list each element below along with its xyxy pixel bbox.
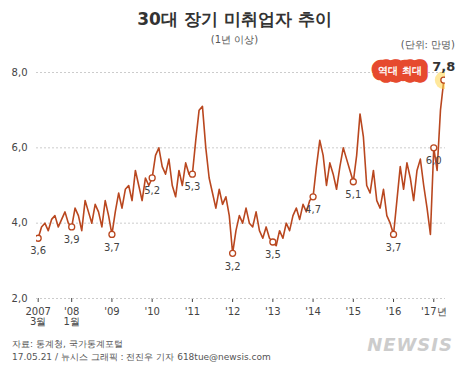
svg-text:'081월: '081월 — [64, 306, 80, 327]
html-text:자료: 통계청, 국가통계포털: 자료: 통계청, 국가통계포털 — [12, 339, 123, 349]
svg-text:'16: '16 — [386, 306, 401, 317]
svg-text:8,0: 8,0 — [12, 67, 28, 78]
svg-text:'14: '14 — [305, 306, 320, 317]
svg-text:'17년: '17년 — [421, 306, 446, 317]
svg-text:3,7: 3,7 — [104, 242, 120, 253]
svg-text:3,6: 3,6 — [30, 245, 46, 256]
svg-text:3,2: 3,2 — [225, 261, 241, 272]
svg-text:5,2: 5,2 — [144, 185, 160, 196]
svg-text:6,0: 6,0 — [426, 155, 442, 166]
svg-text:4,0: 4,0 — [12, 217, 28, 228]
svg-text:'11: '11 — [185, 306, 200, 317]
html-text:30대 장기 미취업자 추이: 30대 장기 미취업자 추이 — [137, 9, 332, 29]
svg-text:20073월: 20073월 — [25, 306, 50, 327]
svg-text:2,0: 2,0 — [12, 293, 28, 304]
html-text:NEWSIS: NEWSIS — [367, 334, 453, 355]
svg-text:5,3: 5,3 — [184, 181, 200, 192]
svg-text:3,9: 3,9 — [64, 234, 80, 245]
html-text:(단위: 만명): (단위: 만명) — [400, 39, 455, 50]
svg-text:3,7: 3,7 — [386, 242, 402, 253]
svg-text:4,7: 4,7 — [305, 204, 321, 215]
svg-text:'10: '10 — [144, 306, 159, 317]
svg-text:6,0: 6,0 — [12, 142, 28, 153]
svg-text:'13: '13 — [265, 306, 280, 317]
html-text:(1년 이상): (1년 이상) — [210, 34, 259, 45]
html-text:17.05.21 / 뉴시스 그래픽 : 전진우 기자 61: 17.05.21 / 뉴시스 그래픽 : 전진우 기자 618tue@newsi… — [12, 352, 271, 362]
svg-text:7,8: 7,8 — [432, 59, 455, 74]
svg-text:'15: '15 — [346, 306, 361, 317]
svg-text:3,5: 3,5 — [265, 249, 281, 260]
svg-text:5,1: 5,1 — [345, 189, 361, 200]
svg-text:역대 최대: 역대 최대 — [378, 65, 421, 76]
svg-text:'09: '09 — [104, 306, 119, 317]
svg-text:'12: '12 — [225, 306, 240, 317]
